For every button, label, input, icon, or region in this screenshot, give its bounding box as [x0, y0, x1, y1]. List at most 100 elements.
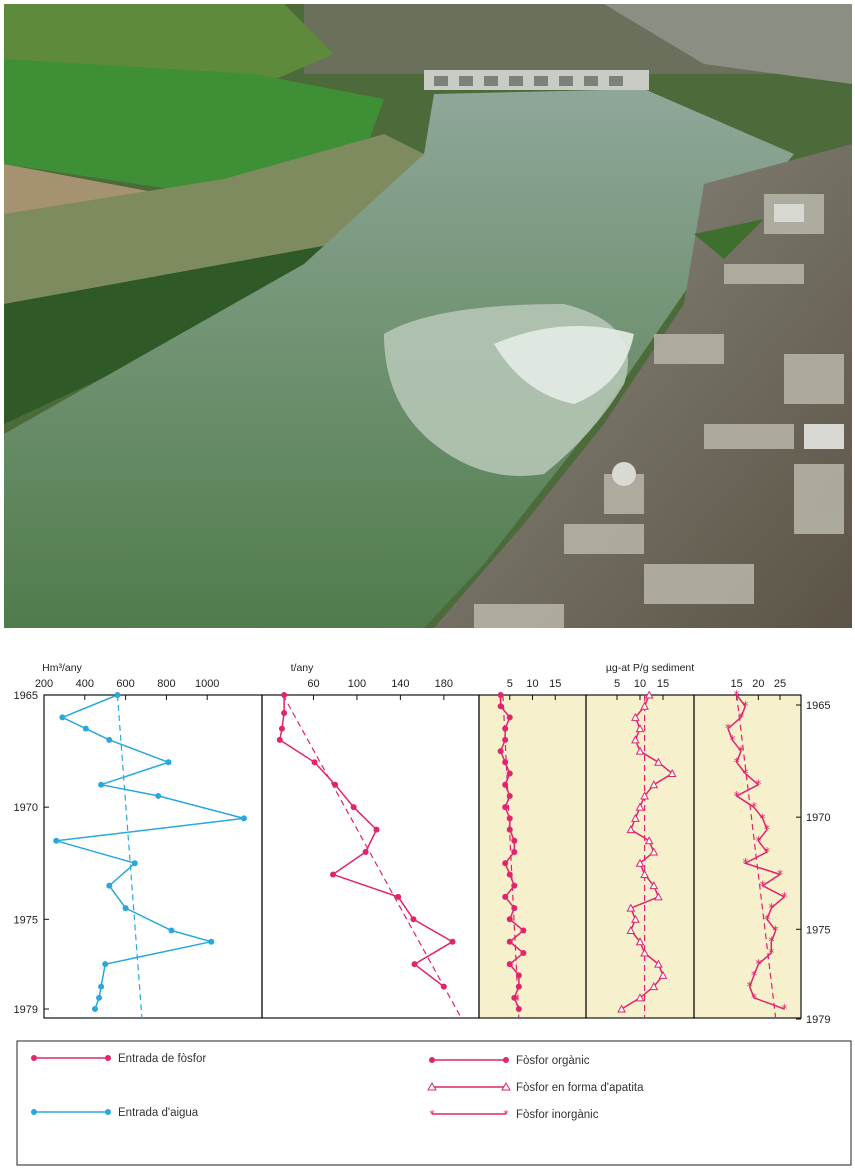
data-point [506, 916, 513, 923]
data-point: * [755, 778, 761, 792]
series-line-phosphorus-input [278, 695, 454, 988]
data-point [449, 938, 456, 945]
data-point [506, 770, 513, 777]
x-tick-label: 800 [157, 678, 175, 690]
data-point [102, 961, 109, 968]
data-point [281, 709, 288, 716]
data-point [502, 893, 509, 900]
data-point: * [729, 733, 735, 747]
data-point: * [781, 890, 787, 904]
data-point [654, 959, 663, 968]
x-tick-label: 1000 [195, 678, 219, 690]
data-point: * [751, 968, 757, 982]
panel-background [694, 695, 801, 1018]
x-tick-label: 20 [752, 678, 764, 690]
data-point [502, 781, 509, 788]
legend-marker [105, 1109, 111, 1115]
data-point: * [742, 856, 748, 870]
data-point: * [742, 699, 748, 713]
data-point [311, 759, 318, 766]
data-point [59, 714, 66, 721]
data-point [631, 712, 640, 721]
x-tick-label: 15 [731, 678, 743, 690]
x-tick-label: 15 [549, 678, 561, 690]
data-point [515, 972, 522, 979]
legend-label-phosphorus_input: Entrada de fòsfor [118, 1053, 206, 1065]
data-point [635, 937, 645, 946]
data-point [644, 836, 654, 845]
series-line-inorganic [727, 694, 786, 1010]
x-tick-label: 180 [435, 678, 453, 690]
data-point [511, 849, 518, 856]
data-point [644, 690, 654, 699]
data-point [635, 724, 645, 733]
x-tick-label: 140 [391, 678, 409, 690]
data-point [82, 725, 89, 732]
panel-frame-water [43, 694, 263, 1019]
data-point: * [734, 789, 740, 803]
data-point [631, 914, 640, 923]
data-point [92, 1006, 98, 1013]
data-point [654, 892, 663, 901]
data-point [114, 692, 121, 698]
panel-background [479, 695, 586, 1018]
data-point [649, 982, 659, 991]
data-point [506, 714, 513, 721]
data-point [106, 882, 113, 889]
legend-marker [503, 1057, 509, 1063]
data-point [502, 759, 509, 766]
y-tick-label-right: 1979 [806, 1014, 830, 1026]
data-point [635, 993, 645, 1002]
legend-marker: * [429, 1107, 434, 1122]
data-point [506, 871, 513, 878]
data-point: * [764, 845, 770, 859]
data-point [640, 869, 649, 878]
x-tick-label: 10 [634, 678, 646, 690]
data-point [350, 804, 357, 811]
data-point [626, 925, 636, 935]
panel-background [586, 695, 694, 1018]
data-point: * [738, 710, 744, 724]
data-point: * [764, 823, 770, 837]
data-point [502, 804, 509, 811]
data-point: * [755, 957, 761, 971]
data-point: * [734, 688, 740, 702]
legend-marker [501, 1081, 511, 1091]
x-tick-label: 400 [76, 678, 94, 690]
data-point: * [768, 901, 774, 915]
y-tick-label-left: 1965 [14, 690, 38, 702]
data-point [649, 847, 659, 856]
data-point [640, 948, 649, 957]
data-point [411, 961, 418, 968]
legend-label-apatite: Fòsfor en forma d'apatita [516, 1082, 644, 1094]
data-point [506, 961, 513, 968]
trend-line-phosphorus-input [282, 694, 462, 1019]
x-tick-label: 10 [526, 678, 538, 690]
data-point [640, 701, 649, 710]
data-point [520, 927, 527, 934]
data-point [497, 692, 504, 698]
data-point [497, 703, 504, 710]
x-tick-label: 200 [35, 678, 53, 690]
data-point [520, 949, 527, 956]
phosphorus-chart: 200 400 600 800 1000 Hm³/any 60 100 140 180 t/any 5… [14, 662, 852, 1166]
data-point [240, 815, 247, 822]
data-point [631, 813, 640, 822]
data-point: * [768, 935, 774, 949]
data-point [122, 905, 129, 912]
data-point [98, 983, 105, 990]
data-point [276, 736, 283, 743]
legend-marker: * [503, 1107, 508, 1122]
legend-marker [31, 1109, 37, 1115]
unit-label-apatite: µg-at P/g sediment [606, 662, 694, 674]
data-point [635, 858, 645, 867]
data-point: * [777, 867, 783, 881]
unit-label-phosphorus-input: t/any [291, 662, 315, 674]
data-point [667, 768, 677, 778]
data-point [131, 860, 138, 867]
legend-label-organic: Fòsfor orgànic [516, 1055, 590, 1067]
data-point [165, 759, 172, 766]
trend-line-water [116, 694, 143, 1019]
data-point: * [781, 1002, 787, 1016]
x-tick-label: 600 [116, 678, 134, 690]
